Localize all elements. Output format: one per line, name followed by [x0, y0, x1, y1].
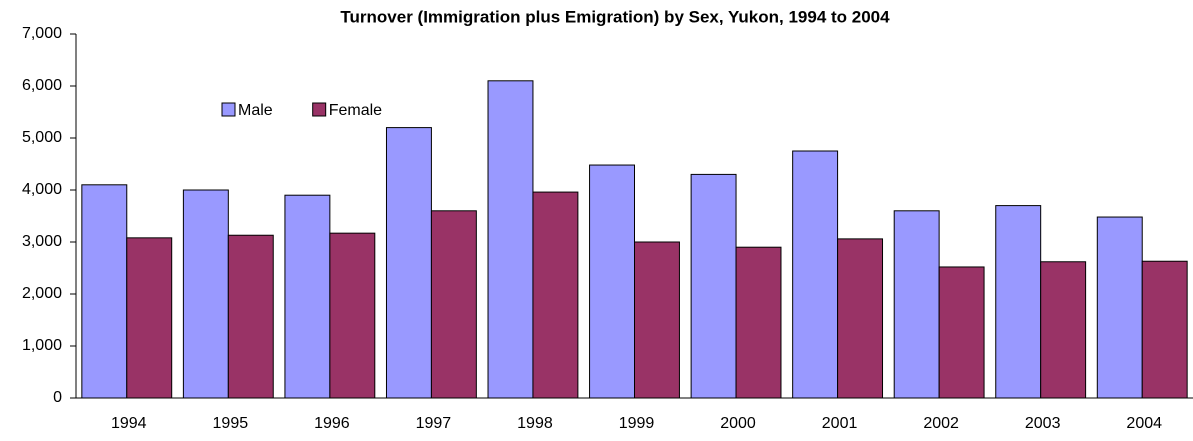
bar — [634, 241, 680, 399]
bar — [182, 189, 229, 399]
bar — [1141, 260, 1188, 399]
bar — [385, 127, 432, 399]
bar — [735, 246, 782, 399]
bar — [837, 238, 884, 399]
x-tick-label: 2004 — [1126, 415, 1162, 432]
x-tick-label: 1995 — [213, 415, 249, 432]
x-tick-label: 2003 — [1025, 415, 1061, 432]
bar — [81, 184, 128, 399]
bar — [690, 173, 737, 399]
y-tick-label: 0 — [53, 389, 62, 406]
legend-swatch — [221, 102, 236, 117]
x-tick-label: 2000 — [720, 415, 756, 432]
y-tick-label: 6,000 — [22, 77, 62, 94]
bar — [532, 191, 579, 399]
y-tick-label: 7,000 — [22, 25, 62, 42]
legend-swatch — [312, 102, 327, 117]
bar — [938, 266, 985, 399]
bar — [1096, 216, 1143, 399]
legend-label: Female — [329, 102, 382, 119]
bar — [329, 232, 376, 399]
bar — [284, 194, 331, 399]
bar — [589, 164, 636, 399]
y-tick-label: 3,000 — [22, 233, 62, 250]
bar — [792, 150, 839, 399]
y-tick-label: 5,000 — [22, 129, 62, 146]
bar — [430, 210, 477, 399]
bar — [1040, 261, 1087, 399]
y-tick-label: 4,000 — [22, 181, 62, 198]
x-tick-label: 2001 — [822, 415, 858, 432]
x-tick-label: 2002 — [923, 415, 959, 432]
x-tick-label: 1996 — [314, 415, 350, 432]
y-tick-label: 1,000 — [22, 337, 62, 354]
bar — [126, 237, 173, 399]
y-tick-label: 2,000 — [22, 285, 62, 302]
bar — [995, 205, 1042, 399]
bar — [893, 210, 940, 399]
x-tick-label: 1994 — [111, 415, 147, 432]
bar — [227, 234, 274, 399]
x-tick-label: 1997 — [416, 415, 452, 432]
legend-label: Male — [238, 102, 273, 119]
chart-title: Turnover (Immigration plus Emigration) b… — [340, 7, 890, 26]
x-tick-label: 1998 — [517, 415, 553, 432]
bar — [487, 80, 534, 399]
x-tick-label: 1999 — [619, 415, 655, 432]
